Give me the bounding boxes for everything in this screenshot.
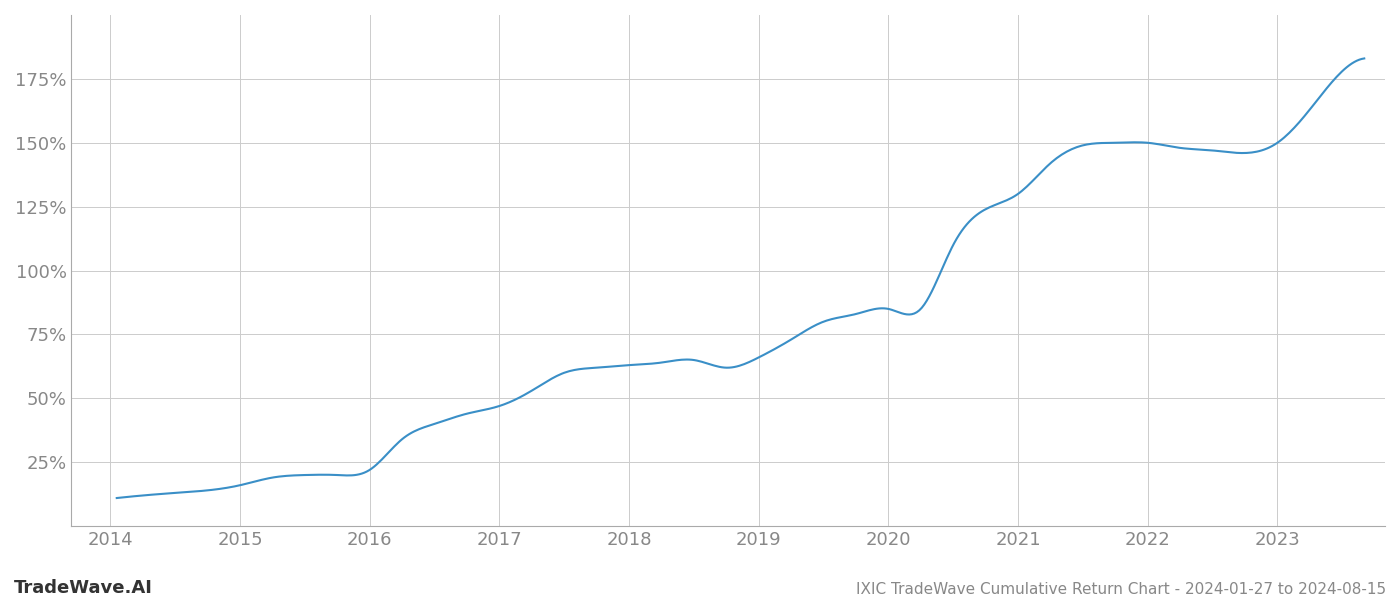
Text: IXIC TradeWave Cumulative Return Chart - 2024-01-27 to 2024-08-15: IXIC TradeWave Cumulative Return Chart -… [855,582,1386,597]
Text: TradeWave.AI: TradeWave.AI [14,579,153,597]
